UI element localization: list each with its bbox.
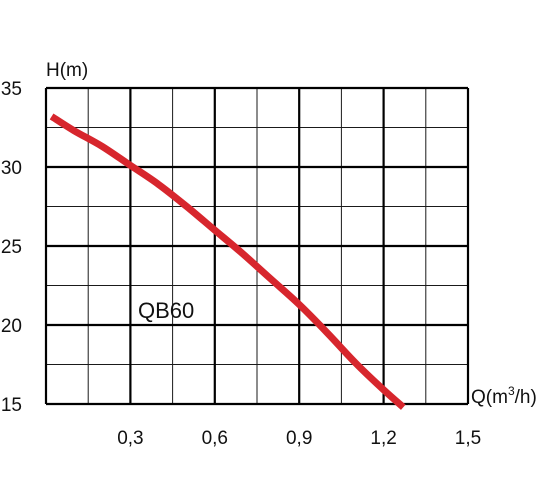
x-tick-label: 0,9 [286,428,312,449]
x-axis-title: Q(m3/h) [471,384,537,408]
y-tick-label: 30 [1,158,22,179]
series-line [49,113,406,410]
y-tick-labels: 15 20 25 30 35 [1,79,22,416]
x-tick-label: 1,5 [455,428,481,449]
x-tick-label: 1,2 [370,428,396,449]
x-tick-label: 0,3 [117,428,143,449]
x-tick-labels: 0,3 0,6 0,9 1,2 1,5 [117,428,481,449]
chart-grid [44,86,470,406]
series-label: QB60 [138,298,194,323]
y-tick-label: 35 [1,79,22,100]
y-tick-label: 25 [1,237,22,258]
y-axis-title: H(m) [46,60,88,81]
series-layer [49,113,406,410]
y-tick-label: 20 [1,316,22,337]
y-tick-label: 15 [1,395,22,416]
x-tick-label: 0,6 [202,428,228,449]
